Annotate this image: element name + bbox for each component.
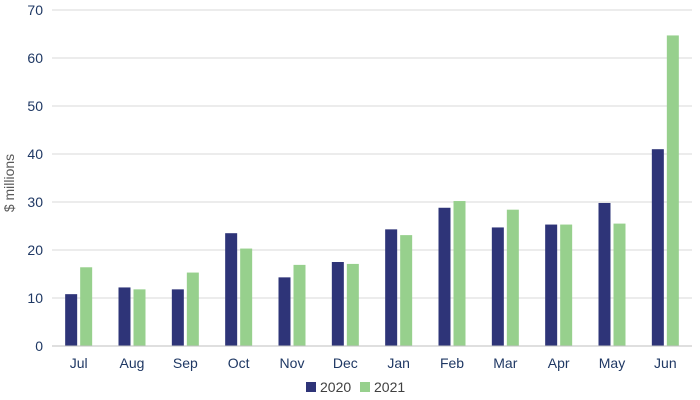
y-tick-label: 20 [27,242,43,258]
y-tick-label: 10 [27,290,43,306]
bar-2021-jul [80,267,93,346]
y-tick-label: 30 [27,194,43,210]
x-tick-label: Oct [228,355,250,371]
bar-2020-oct [225,233,238,346]
bar-2021-feb [453,201,466,346]
bar-2021-nov [293,264,306,346]
bar-2021-mar [506,209,519,346]
bar-2020-dec [331,262,344,346]
bar-2020-jan [385,229,398,346]
y-gridlines [52,9,692,299]
x-tick-label: Nov [280,355,305,371]
x-axis-tick-labels: Jul Aug Sep Oct Nov Dec Jan Feb Mar Apr May Jun [70,355,677,371]
legend-label-2020: 2020 [320,379,351,395]
x-tick-label: Jan [387,355,410,371]
x-tick-label: Feb [440,355,464,371]
x-tick-label: May [599,355,625,371]
y-tick-label: 0 [35,338,43,354]
x-tick-label: Mar [493,355,517,371]
bar-2020-apr [545,224,558,346]
bar-2021-may [613,223,626,346]
x-tick-label: Sep [173,355,198,371]
bar-2021-jan [400,235,413,346]
bar-2021-jun [666,35,679,346]
legend-swatch-2021 [360,382,370,392]
bar-2020-nov [278,277,291,346]
y-tick-label: 50 [27,98,43,114]
bar-2021-sep [186,272,199,346]
bar-2020-jun [651,149,664,346]
bar-2021-aug [133,289,146,346]
y-tick-label: 70 [27,2,43,18]
bar-2020-may [598,202,611,346]
y-tick-label: 60 [27,50,43,66]
x-tick-label: Aug [120,355,145,371]
legend-label-2021: 2021 [374,379,405,395]
bar-2020-mar [491,227,504,346]
x-tick-label: Apr [548,355,570,371]
bar-2021-oct [240,248,253,346]
bar-2020-aug [118,287,131,346]
bar-2020-jul [65,294,78,346]
x-tick-label: Dec [333,355,358,371]
x-tick-label: Jul [70,355,88,371]
y-tick-label: 40 [27,146,43,162]
y-axis-tick-labels: 0 10 20 30 40 50 60 70 [27,2,43,354]
legend: 2020 2021 [306,379,405,395]
bars [65,35,679,346]
bar-2020-sep [171,289,184,346]
bar-2020-feb [438,207,451,346]
bar-2021-dec [346,263,359,346]
x-tick-label: Jun [654,355,677,371]
bar-2021-apr [560,224,573,346]
legend-swatch-2020 [306,382,316,392]
y-axis-title: $ millions [1,154,17,212]
